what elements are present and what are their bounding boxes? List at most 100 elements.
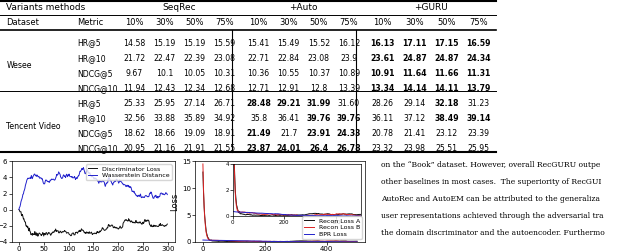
Discriminator Loss xyxy=(106,224,114,227)
Text: 24.34: 24.34 xyxy=(467,54,491,63)
Text: 10%: 10% xyxy=(374,18,392,27)
Text: 75%: 75% xyxy=(469,18,488,27)
Line: Wasserstein Distance: Wasserstein Distance xyxy=(19,168,167,210)
Text: on the “Book” dataset. However, overall RecGURU outpe: on the “Book” dataset. However, overall … xyxy=(381,161,600,169)
Y-axis label: Loss: Loss xyxy=(170,193,179,211)
Text: 38.49: 38.49 xyxy=(435,114,459,123)
Text: Tencent Video: Tencent Video xyxy=(6,122,61,131)
Text: 18.91: 18.91 xyxy=(214,129,236,138)
Text: 36.41: 36.41 xyxy=(278,114,300,123)
Text: 39.14: 39.14 xyxy=(467,114,491,123)
Recon Loss B xyxy=(273,240,281,243)
Text: other baselines in most cases.  The superiority of RecGUI: other baselines in most cases. The super… xyxy=(381,178,601,186)
Text: HR@5: HR@5 xyxy=(77,39,100,48)
Text: Wesee: Wesee xyxy=(6,61,32,70)
Text: 22.39: 22.39 xyxy=(184,54,205,63)
Text: 30%: 30% xyxy=(405,18,424,27)
Recon Loss B xyxy=(326,240,333,243)
Text: 11.64: 11.64 xyxy=(403,69,427,78)
Text: 29.21: 29.21 xyxy=(276,99,301,108)
Text: 29.14: 29.14 xyxy=(404,99,426,108)
Text: 25.95: 25.95 xyxy=(154,99,175,108)
Recon Loss A xyxy=(291,239,299,242)
Text: 14.58: 14.58 xyxy=(124,39,145,48)
Text: 10%: 10% xyxy=(125,18,143,27)
Recon Loss A xyxy=(326,240,333,243)
Text: 27.14: 27.14 xyxy=(184,99,205,108)
Recon Loss B xyxy=(291,240,299,243)
Text: 23.08: 23.08 xyxy=(308,54,330,63)
BPR Loss xyxy=(199,239,207,242)
Text: Variants methods: Variants methods xyxy=(6,4,86,12)
Text: 17.15: 17.15 xyxy=(435,39,459,48)
Text: Metric: Metric xyxy=(77,18,103,27)
Text: AutoRec and AutoEM can be attributed to the generaliza: AutoRec and AutoEM can be attributed to … xyxy=(381,195,600,203)
Wasserstein Distance xyxy=(163,193,171,196)
Text: NDCG@5: NDCG@5 xyxy=(77,129,112,138)
Text: 23.32: 23.32 xyxy=(372,144,394,153)
Text: 15.19: 15.19 xyxy=(184,39,205,48)
Wasserstein Distance xyxy=(150,197,157,200)
Recon Loss B xyxy=(282,240,289,243)
Text: 11.31: 11.31 xyxy=(467,69,491,78)
Wasserstein Distance xyxy=(104,181,111,184)
Discriminator Loss xyxy=(104,226,111,229)
Text: the domain discriminator and the autoencoder. Furthermo: the domain discriminator and the autoenc… xyxy=(381,229,605,237)
Text: 25.51: 25.51 xyxy=(436,144,458,153)
Text: HR@10: HR@10 xyxy=(77,54,106,63)
BPR Loss xyxy=(350,240,358,243)
Recon Loss B xyxy=(199,163,207,166)
Text: 15.41: 15.41 xyxy=(248,39,269,48)
Wasserstein Distance xyxy=(106,179,114,182)
Text: 10.37: 10.37 xyxy=(308,69,330,78)
Text: 24.33: 24.33 xyxy=(337,129,361,138)
Text: 34.92: 34.92 xyxy=(214,114,236,123)
Text: 24.87: 24.87 xyxy=(435,54,459,63)
Text: Dataset: Dataset xyxy=(6,18,39,27)
Text: 21.55: 21.55 xyxy=(214,144,236,153)
Text: 23.87: 23.87 xyxy=(246,144,271,153)
Text: 21.7: 21.7 xyxy=(280,129,297,138)
Text: 13.39: 13.39 xyxy=(338,84,360,93)
Text: 11.66: 11.66 xyxy=(435,69,459,78)
Text: 39.76: 39.76 xyxy=(307,114,331,123)
Text: 13.34: 13.34 xyxy=(371,84,395,93)
Text: 12.34: 12.34 xyxy=(184,84,205,93)
Discriminator Loss xyxy=(163,223,171,226)
Discriminator Loss xyxy=(150,225,157,228)
BPR Loss xyxy=(273,240,281,243)
Recon Loss B xyxy=(272,240,280,243)
Recon Loss A xyxy=(273,240,280,243)
Recon Loss A xyxy=(199,171,207,174)
Wasserstein Distance xyxy=(79,166,87,169)
Text: 10.91: 10.91 xyxy=(371,69,395,78)
Text: 28.26: 28.26 xyxy=(372,99,394,108)
Recon Loss A xyxy=(353,240,361,243)
Text: 22.84: 22.84 xyxy=(278,54,300,63)
Text: 26.78: 26.78 xyxy=(337,144,361,153)
Text: 22.47: 22.47 xyxy=(154,54,175,63)
Text: 12.68: 12.68 xyxy=(214,84,236,93)
Text: 15.19: 15.19 xyxy=(154,39,175,48)
Text: 10.31: 10.31 xyxy=(214,69,236,78)
BPR Loss xyxy=(273,240,280,243)
Text: NDCG@5: NDCG@5 xyxy=(77,69,112,78)
Text: 21.91: 21.91 xyxy=(184,144,205,153)
Legend: Recon Loss A, Recon Loss B, BPR Loss: Recon Loss A, Recon Loss B, BPR Loss xyxy=(302,216,362,239)
Text: 15.52: 15.52 xyxy=(308,39,330,48)
BPR Loss xyxy=(283,240,291,243)
Text: user representations achieved through the adversarial tra: user representations achieved through th… xyxy=(381,212,604,220)
Recon Loss A xyxy=(283,240,291,243)
Text: 14.11: 14.11 xyxy=(435,84,459,93)
Text: 23.91: 23.91 xyxy=(307,129,331,138)
Text: 30%: 30% xyxy=(279,18,298,27)
Text: +Auto: +Auto xyxy=(289,4,318,12)
Text: 32.56: 32.56 xyxy=(124,114,145,123)
BPR Loss xyxy=(326,240,333,243)
Text: +GURU: +GURU xyxy=(414,4,447,12)
Text: 25.95: 25.95 xyxy=(468,144,490,153)
BPR Loss xyxy=(353,240,361,243)
Wasserstein Distance xyxy=(104,181,111,184)
Text: 10.36: 10.36 xyxy=(248,69,269,78)
Text: 28.48: 28.48 xyxy=(246,99,271,108)
